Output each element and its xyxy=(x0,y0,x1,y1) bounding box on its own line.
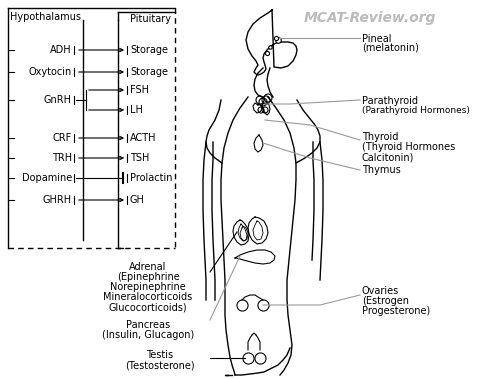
Text: (melatonin): (melatonin) xyxy=(362,43,419,53)
Text: LH: LH xyxy=(130,105,143,115)
Text: TRH: TRH xyxy=(52,153,72,163)
Text: Prolactin: Prolactin xyxy=(130,173,172,183)
Text: (Estrogen: (Estrogen xyxy=(362,296,409,306)
Text: GHRH: GHRH xyxy=(43,195,72,205)
Text: TSH: TSH xyxy=(130,153,149,163)
Text: Testis: Testis xyxy=(146,350,174,360)
Text: Progesterone): Progesterone) xyxy=(362,306,430,316)
Text: Oxytocin: Oxytocin xyxy=(29,67,72,77)
Text: GH: GH xyxy=(130,195,145,205)
Text: Pituitary: Pituitary xyxy=(130,14,171,24)
Text: Parathyroid: Parathyroid xyxy=(362,96,418,106)
Text: (Testosterone): (Testosterone) xyxy=(125,360,195,370)
Text: CRF: CRF xyxy=(53,133,72,143)
Text: Storage: Storage xyxy=(130,67,168,77)
Text: Thyroid: Thyroid xyxy=(362,132,398,142)
Text: Mineralocorticoids: Mineralocorticoids xyxy=(104,292,193,302)
Text: MCAT-Review.org: MCAT-Review.org xyxy=(304,11,436,25)
Text: Calcitonin): Calcitonin) xyxy=(362,152,414,162)
Text: GnRH: GnRH xyxy=(44,95,72,105)
Text: FSH: FSH xyxy=(130,85,149,95)
Text: Pineal: Pineal xyxy=(362,34,391,44)
Text: (Parathyroid Hormones): (Parathyroid Hormones) xyxy=(362,106,470,115)
Text: Ovaries: Ovaries xyxy=(362,286,399,296)
Text: (Thyroid Hormones: (Thyroid Hormones xyxy=(362,142,455,152)
Text: Glucocorticoids): Glucocorticoids) xyxy=(109,302,187,312)
Text: Adrenal: Adrenal xyxy=(129,262,167,272)
Text: (Epinephrine: (Epinephrine xyxy=(117,272,179,282)
Text: Thymus: Thymus xyxy=(362,165,401,175)
Text: Norepinephrine: Norepinephrine xyxy=(110,282,186,292)
Text: Hypothalamus: Hypothalamus xyxy=(10,12,81,22)
Text: Dopamine: Dopamine xyxy=(22,173,72,183)
Text: Pancreas: Pancreas xyxy=(126,320,170,330)
Text: ADH: ADH xyxy=(50,45,72,55)
Text: Storage: Storage xyxy=(130,45,168,55)
Text: ACTH: ACTH xyxy=(130,133,156,143)
Text: (Insulin, Glucagon): (Insulin, Glucagon) xyxy=(102,330,194,340)
